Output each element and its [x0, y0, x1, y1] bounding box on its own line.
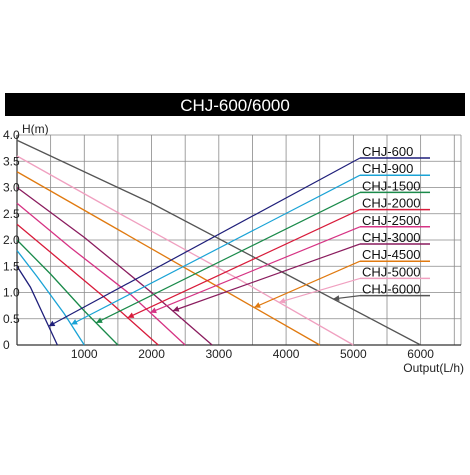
series-curve	[16, 155, 354, 346]
legend-label: CHJ-1500	[362, 178, 421, 193]
legend-label: CHJ-6000	[362, 282, 421, 297]
legend-label: CHJ-5000	[362, 264, 421, 279]
legend-label: CHJ-900	[362, 161, 413, 176]
series-curve	[16, 239, 119, 346]
pointer-arrowhead	[96, 317, 103, 323]
pointer-arrowhead	[150, 307, 157, 314]
y-tick-label: 1.5	[3, 259, 20, 273]
y-tick-label: 2.0	[3, 233, 20, 247]
pointer-arrowhead	[71, 319, 78, 325]
tick-labels: 0 0.5 1.0 1.5 2.0 2.5 3.0 3.5 4.0 1000 2000 3000 400…	[3, 128, 434, 361]
pointer-line	[48, 157, 361, 327]
pointer-arrowhead	[254, 302, 261, 308]
x-tick-label: 5000	[340, 347, 367, 361]
series-curve	[16, 250, 85, 346]
pointer-arrowhead	[279, 297, 286, 304]
y-tick-label: 3.5	[3, 154, 20, 168]
pointer-line	[172, 243, 361, 312]
pointer-arrowhead	[333, 295, 340, 302]
series-curve	[16, 265, 58, 346]
pointer-arrowhead	[172, 306, 180, 312]
pointer-line	[149, 226, 361, 314]
x-tick-label: 2000	[138, 347, 165, 361]
pointer-line	[278, 277, 361, 303]
series-curve	[16, 139, 421, 346]
y-axis-label: H(m)	[22, 122, 49, 136]
legend-label: CHJ-4500	[362, 247, 421, 262]
legend-label: CHJ-3000	[362, 230, 421, 245]
legend-label: CHJ-600	[362, 144, 413, 159]
title-bar	[5, 93, 465, 116]
x-axis-label: Output(L/h)	[403, 361, 464, 375]
pointer-line	[95, 191, 361, 324]
legend-label: CHJ-2000	[362, 196, 421, 211]
series-curve	[16, 202, 186, 346]
y-tick-label: 0	[3, 338, 10, 352]
x-tick-label: 3000	[205, 347, 232, 361]
series-curve	[16, 171, 321, 346]
pointer-line	[127, 209, 361, 319]
x-tick-label: 6000	[407, 347, 434, 361]
legend-label: CHJ-2500	[362, 213, 421, 228]
pointer-arrowhead	[127, 312, 135, 318]
x-tick-label: 1000	[71, 347, 98, 361]
y-tick-label: 0.5	[3, 312, 20, 326]
series-curve	[16, 186, 213, 346]
pointer-line	[70, 174, 361, 326]
x-tick-label: 4000	[273, 347, 300, 361]
legend: CHJ-600 CHJ-900 CHJ-1500 CHJ-2000 CHJ-2500 CH…	[360, 144, 430, 297]
y-tick-label: 1.0	[3, 286, 20, 300]
pointer-arrowhead	[48, 320, 56, 327]
y-tick-label: 4.0	[3, 128, 20, 142]
chart-title: CHJ-600/6000	[180, 96, 290, 115]
y-tick-label: 3.0	[3, 181, 20, 195]
curves	[16, 139, 421, 346]
pointer-lines	[48, 157, 361, 327]
pointer-line	[253, 260, 361, 309]
series-curve	[16, 223, 159, 346]
y-tick-label: 2.5	[3, 207, 20, 221]
